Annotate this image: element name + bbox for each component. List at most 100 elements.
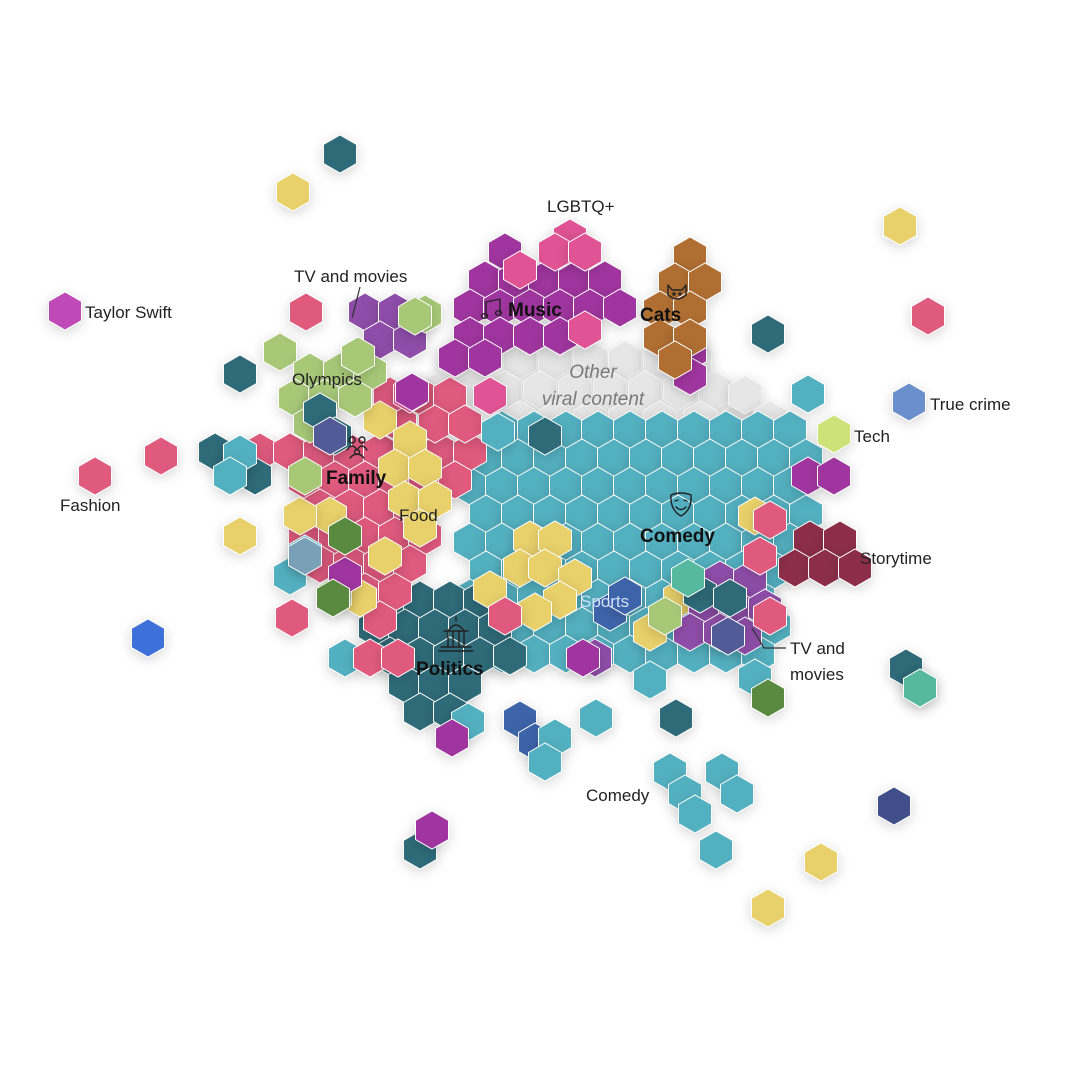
hex-family	[743, 536, 777, 576]
hex-family	[753, 596, 787, 636]
leader-tv-movies-top	[351, 286, 361, 319]
capitol-icon	[438, 616, 474, 652]
label-family: Family	[326, 468, 387, 489]
hex-indigo	[711, 616, 745, 656]
hex-sports	[608, 576, 642, 616]
hex-lgbtq	[473, 376, 507, 416]
hex-comedy	[213, 456, 247, 496]
hex-politics	[223, 354, 257, 394]
hex-music	[817, 456, 851, 496]
music-note-icon	[480, 298, 503, 319]
cat-icon	[667, 284, 687, 300]
hex-other-viral	[523, 370, 557, 410]
hex-slate	[288, 536, 322, 576]
hex-food	[276, 172, 310, 212]
hex-cats	[673, 290, 707, 330]
hex-music	[435, 718, 469, 758]
label-fashion: Fashion	[60, 496, 120, 515]
label-taylor-swift: Taylor Swift	[85, 303, 172, 322]
label-cats: Cats	[640, 305, 681, 326]
label-tv-movies-right-2: movies	[790, 665, 844, 684]
label-tv-movies-right-1: TV and	[790, 639, 845, 658]
hex-tech	[817, 414, 851, 454]
hex-olympics	[288, 456, 322, 496]
hex-other-viral	[608, 340, 642, 380]
label-true-crime: True crime	[930, 395, 1011, 414]
hex-food	[223, 516, 257, 556]
comedy-mask-icon	[670, 492, 692, 517]
hex-family	[78, 456, 112, 496]
hex-family	[144, 436, 178, 476]
label-other-line1: Other	[569, 362, 617, 383]
hex-green	[328, 516, 362, 556]
label-tv-movies-top: TV and movies	[294, 267, 407, 286]
hex-other-viral	[593, 370, 627, 410]
hex-true-crime	[892, 382, 926, 422]
family-icon	[346, 436, 368, 459]
label-comedy: Comedy	[640, 526, 715, 547]
hex-green	[751, 678, 785, 718]
hex-seafoam	[903, 668, 937, 708]
hex-music	[603, 288, 637, 328]
label-tech: Tech	[854, 427, 890, 446]
hex-food	[883, 206, 917, 246]
label-politics: Politics	[416, 659, 484, 680]
hex-music	[468, 338, 502, 378]
hex-blue	[131, 618, 165, 658]
label-lgbtq: LGBTQ+	[547, 197, 615, 216]
hex-navy	[877, 786, 911, 826]
hex-olympics	[398, 296, 432, 336]
hex-comedy	[678, 794, 712, 834]
hex-politics	[323, 134, 357, 174]
hex-cats	[658, 340, 692, 380]
label-other-line2: viral content	[542, 389, 645, 410]
hex-music	[566, 638, 600, 678]
hex-family	[911, 296, 945, 336]
hex-family	[275, 598, 309, 638]
hex-lgbtq	[503, 250, 537, 290]
label-leader-lines	[351, 286, 786, 649]
hex-comedy	[699, 830, 733, 870]
hex-food	[283, 496, 317, 536]
hex-comedy	[720, 774, 754, 814]
hex-music	[415, 810, 449, 850]
hex-olympics	[338, 378, 372, 418]
hex-other-viral	[558, 370, 592, 410]
label-music: Music	[508, 300, 562, 321]
hex-cells	[48, 134, 945, 928]
hex-comedy	[633, 660, 667, 700]
label-food: Food	[399, 506, 438, 525]
hex-green	[316, 578, 350, 618]
hex-indigo	[313, 416, 347, 456]
hex-food	[751, 888, 785, 928]
label-storytime: Storytime	[860, 549, 932, 568]
hex-lgbtq	[568, 232, 602, 272]
hex-politics	[493, 636, 527, 676]
label-sports: Sports	[580, 592, 629, 611]
hex-olympics	[648, 596, 682, 636]
hex-politics	[713, 578, 747, 618]
hex-seafoam	[671, 558, 705, 598]
hex-politics	[659, 698, 693, 738]
hex-food	[403, 508, 437, 548]
hex-olympics	[341, 336, 375, 376]
hex-family	[289, 292, 323, 332]
hex-comedy	[528, 742, 562, 782]
hex-comedy	[481, 412, 515, 452]
hex-food	[804, 842, 838, 882]
hex-other-viral	[628, 370, 662, 410]
hex-politics	[528, 416, 562, 456]
hex-comedy	[791, 374, 825, 414]
hex-food	[368, 536, 402, 576]
hex-family	[488, 596, 522, 636]
hex-comedy	[579, 698, 613, 738]
hex-music	[395, 372, 429, 412]
hex-family	[381, 638, 415, 678]
leader-tv-movies-right	[751, 627, 786, 649]
hex-politics	[751, 314, 785, 354]
hex-taylor-swift	[48, 291, 82, 331]
label-comedy-small: Comedy	[586, 786, 650, 805]
hex-food	[408, 448, 442, 488]
label-olympics: Olympics	[292, 370, 362, 389]
